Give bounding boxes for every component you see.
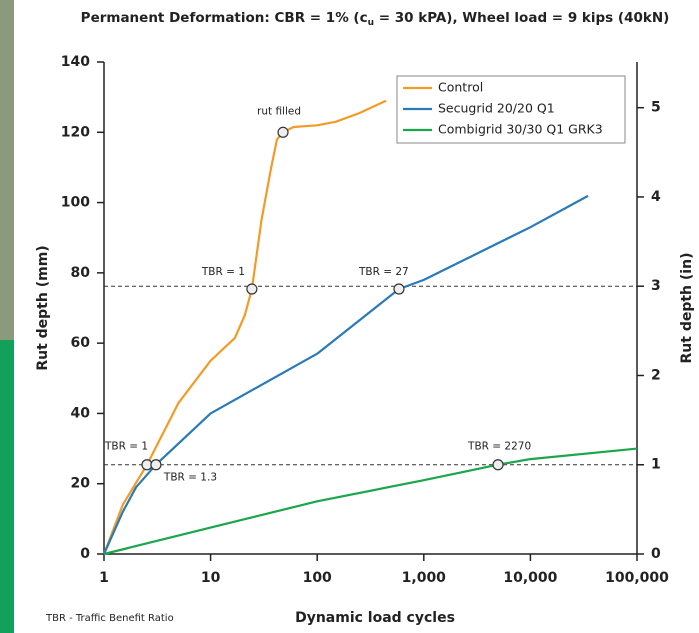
side-strip bbox=[0, 340, 14, 633]
side-strip bbox=[0, 0, 14, 340]
marker-label: TBR = 1 bbox=[104, 441, 148, 453]
x-tick-label: 10 bbox=[201, 570, 221, 586]
series-line bbox=[103, 447, 638, 556]
marker-label: rut filled bbox=[257, 105, 301, 117]
y2-axis-title: Rut depth (in) bbox=[679, 253, 695, 364]
chart-title: Permanent Deformation: CBR = 1% (cu = 30… bbox=[81, 10, 670, 28]
marker bbox=[277, 126, 289, 138]
y-tick-label: 60 bbox=[71, 335, 91, 351]
y2-tick-label: 2 bbox=[651, 367, 661, 383]
marker bbox=[246, 283, 258, 295]
y-tick-label: 120 bbox=[61, 124, 90, 140]
title-part: = 30 kPA), Wheel load = 9 kips (40kN) bbox=[374, 10, 669, 26]
y2-tick-label: 4 bbox=[651, 189, 661, 205]
y-axis-title: Rut depth (mm) bbox=[35, 245, 51, 370]
x-tick-label: 10,000 bbox=[503, 570, 557, 586]
x-tick-label: 1,000 bbox=[402, 570, 447, 586]
marker bbox=[150, 459, 162, 471]
marker-label: TBR = 1 bbox=[201, 266, 245, 278]
y2-tick-label: 5 bbox=[651, 100, 661, 116]
title-sub: u bbox=[368, 18, 374, 28]
series-line bbox=[102, 99, 387, 555]
x-axis-title: Dynamic load cycles bbox=[295, 610, 455, 626]
y-tick-label: 40 bbox=[71, 405, 91, 421]
y2-tick-label: 0 bbox=[651, 546, 661, 562]
footnote: TBR - Traffic Benefit Ratio bbox=[45, 613, 174, 624]
marker bbox=[393, 283, 405, 295]
legend-box bbox=[396, 75, 626, 144]
title-part: Permanent Deformation: CBR = 1% (c bbox=[81, 10, 368, 26]
y-tick-label: 0 bbox=[80, 546, 90, 562]
marker-label: TBR = 27 bbox=[358, 266, 409, 278]
x-tick-label: 100,000 bbox=[605, 570, 669, 586]
marker-label: TBR = 2270 bbox=[467, 441, 531, 453]
legend-label: Control bbox=[438, 80, 483, 95]
series-line bbox=[102, 194, 589, 555]
y-tick-label: 20 bbox=[71, 476, 91, 492]
y2-tick-label: 3 bbox=[651, 278, 661, 294]
y-tick-label: 140 bbox=[61, 54, 90, 70]
marker-label: TBR = 1.3 bbox=[163, 472, 217, 484]
y-tick-label: 100 bbox=[61, 195, 90, 211]
y2-tick-label: 1 bbox=[651, 457, 661, 473]
legend-label: Combigrid 30/30 Q1 GRK3 bbox=[438, 122, 603, 137]
legend-label: Secugrid 20/20 Q1 bbox=[438, 101, 555, 116]
marker bbox=[492, 459, 504, 471]
y-tick-label: 80 bbox=[71, 265, 91, 281]
x-tick-label: 1 bbox=[99, 570, 109, 586]
x-tick-label: 100 bbox=[303, 570, 332, 586]
